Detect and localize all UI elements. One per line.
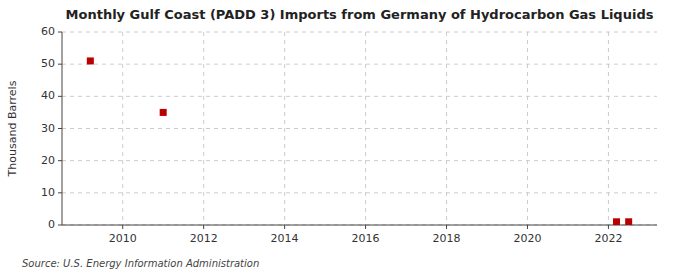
- y-grid-line: [62, 160, 657, 161]
- source: Source: U.S. Energy Information Administ…: [22, 258, 259, 269]
- y-grid-line: [62, 32, 657, 33]
- y-tick-label: 30: [41, 122, 55, 135]
- x-grid-line: [203, 32, 204, 225]
- y-tick-label: 0: [48, 218, 55, 231]
- y-tick-label: 40: [41, 89, 55, 102]
- x-axis-line: [62, 225, 657, 226]
- x-tick-label: 2022: [594, 232, 622, 245]
- x-tick-label: 2012: [190, 232, 218, 245]
- y-tick: [58, 96, 62, 97]
- x-grid-line: [608, 32, 609, 225]
- y-grid-line: [62, 128, 657, 129]
- x-tick: [122, 225, 123, 229]
- y-tick-label: 20: [41, 154, 55, 167]
- chart: 0 10 20 30 40 50 60 2010 2012 2014 2016 2018 2020 202…: [0, 0, 675, 275]
- y-axis-label: Thousand Barrels: [6, 80, 19, 177]
- points: [87, 57, 632, 225]
- x-grid-line: [527, 32, 528, 225]
- y-tick-label: 50: [41, 57, 55, 70]
- x-tick: [365, 225, 366, 229]
- y-tick: [58, 192, 62, 193]
- point: [87, 57, 94, 64]
- x-tick: [527, 225, 528, 229]
- x-tick-label: 2018: [433, 232, 461, 245]
- y-tick-label: 10: [41, 186, 55, 199]
- y-grid-line: [62, 192, 657, 193]
- x-grid-line: [365, 32, 366, 225]
- y-tick: [58, 64, 62, 65]
- axes: 0 10 20 30 40 50 60 2010 2012 2014 2016 2018 2020 202…: [41, 25, 657, 245]
- x-grid-line: [446, 32, 447, 225]
- x-grid-line: [122, 32, 123, 225]
- x-tick: [446, 225, 447, 229]
- x-tick: [203, 225, 204, 229]
- point: [625, 218, 632, 225]
- grid: [62, 32, 657, 225]
- point: [613, 218, 620, 225]
- y-grid-line: [62, 225, 657, 226]
- y-grid-line: [62, 96, 657, 97]
- y-tick: [58, 128, 62, 129]
- point: [160, 109, 167, 116]
- y-tick: [58, 32, 62, 33]
- x-grid-line: [284, 32, 285, 225]
- x-tick-label: 2016: [352, 232, 380, 245]
- title: Monthly Gulf Coast (PADD 3) Imports from…: [66, 7, 654, 22]
- x-tick-label: 2014: [271, 232, 299, 245]
- y-tick: [58, 225, 62, 226]
- y-tick: [58, 160, 62, 161]
- y-grid-line: [62, 64, 657, 65]
- y-tick-label: 60: [41, 25, 55, 38]
- x-tick-label: 2020: [513, 232, 541, 245]
- x-tick-label: 2010: [109, 232, 137, 245]
- x-tick: [284, 225, 285, 229]
- x-tick: [608, 225, 609, 229]
